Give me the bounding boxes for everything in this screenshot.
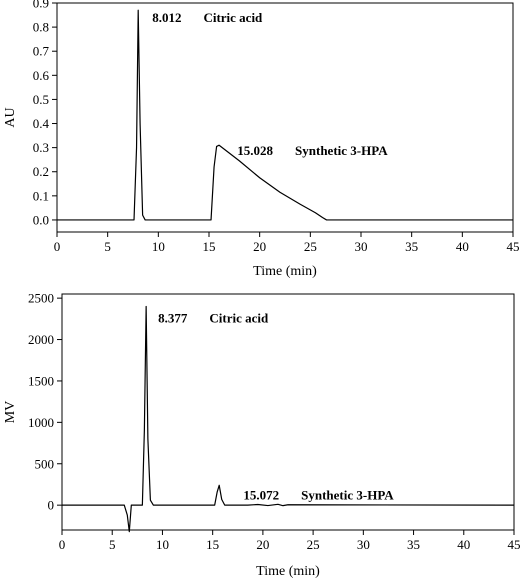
y-tick-label: 0.2 — [33, 164, 49, 179]
x-tick-label: 25 — [307, 537, 320, 552]
x-tick-label: 30 — [355, 239, 368, 254]
x-tick-label: 5 — [109, 537, 116, 552]
x-axis-title: Time (min) — [253, 264, 317, 279]
y-tick-label: 0.9 — [33, 0, 49, 11]
y-tick-label: 0 — [48, 498, 55, 513]
x-tick-label: 10 — [152, 239, 165, 254]
chromatogram-trace — [62, 305, 515, 533]
y-tick-label: 0.8 — [33, 20, 49, 35]
x-tick-label: 15 — [203, 239, 216, 254]
x-tick-label: 35 — [407, 537, 420, 552]
y-axis-title: MV — [3, 401, 18, 424]
x-axis-title: Time (min) — [256, 564, 320, 579]
x-tick-label: 40 — [456, 239, 469, 254]
x-tick-label: 30 — [357, 537, 370, 552]
x-tick-label: 20 — [253, 239, 266, 254]
y-tick-label: 0.1 — [33, 188, 49, 203]
peak-compound-label: Citric acid — [209, 310, 269, 325]
plot-frame — [56, 2, 514, 233]
y-tick-label: 1500 — [28, 373, 54, 388]
peak-compound-label: Citric acid — [203, 10, 263, 25]
y-tick-label: 500 — [35, 456, 55, 471]
y-tick-label: 1000 — [28, 415, 54, 430]
x-tick-label: 10 — [156, 537, 169, 552]
y-axis-title: AU — [3, 107, 18, 127]
peak-compound-label: Synthetic 3-HPA — [301, 487, 394, 502]
y-tick-label: 0.3 — [33, 140, 49, 155]
peak-retention-time: 8.012 — [152, 10, 181, 25]
chromatogram-trace — [57, 9, 513, 221]
x-tick-label: 5 — [104, 239, 111, 254]
x-tick-label: 45 — [507, 239, 520, 254]
y-tick-label: 0.7 — [33, 44, 50, 59]
y-tick-label: 0.6 — [33, 68, 50, 83]
y-tick-label: 2500 — [28, 291, 54, 306]
y-tick-label: 0.0 — [33, 212, 49, 227]
x-tick-label: 45 — [508, 537, 521, 552]
y-tick-label: 0.5 — [33, 92, 49, 107]
y-tick-label: 0.4 — [33, 116, 50, 131]
chart-bottom-mv: 0 5 10 15 20 25 30 35 40 45 0 500 1000 1500 2000 2500 Ti… — [3, 291, 521, 579]
x-tick-label: 35 — [405, 239, 418, 254]
y-tick-label: 2000 — [28, 332, 54, 347]
peak-compound-label: Synthetic 3-HPA — [295, 143, 388, 158]
x-tick-label: 40 — [457, 537, 470, 552]
x-tick-label: 0 — [59, 537, 66, 552]
x-tick-label: 25 — [304, 239, 317, 254]
x-tick-label: 20 — [256, 537, 269, 552]
plot-frame — [61, 293, 515, 531]
peak-retention-time: 8.377 — [158, 310, 188, 325]
peak-retention-time: 15.072 — [243, 487, 279, 502]
x-tick-label: 15 — [206, 537, 219, 552]
x-tick-label: 0 — [54, 239, 61, 254]
chart-top-au: 0 5 10 15 20 25 30 35 40 45 0.0 0.1 0.2 0.3 0.4 0.5 0.6 0… — [3, 0, 520, 279]
peak-retention-time: 15.028 — [237, 143, 273, 158]
